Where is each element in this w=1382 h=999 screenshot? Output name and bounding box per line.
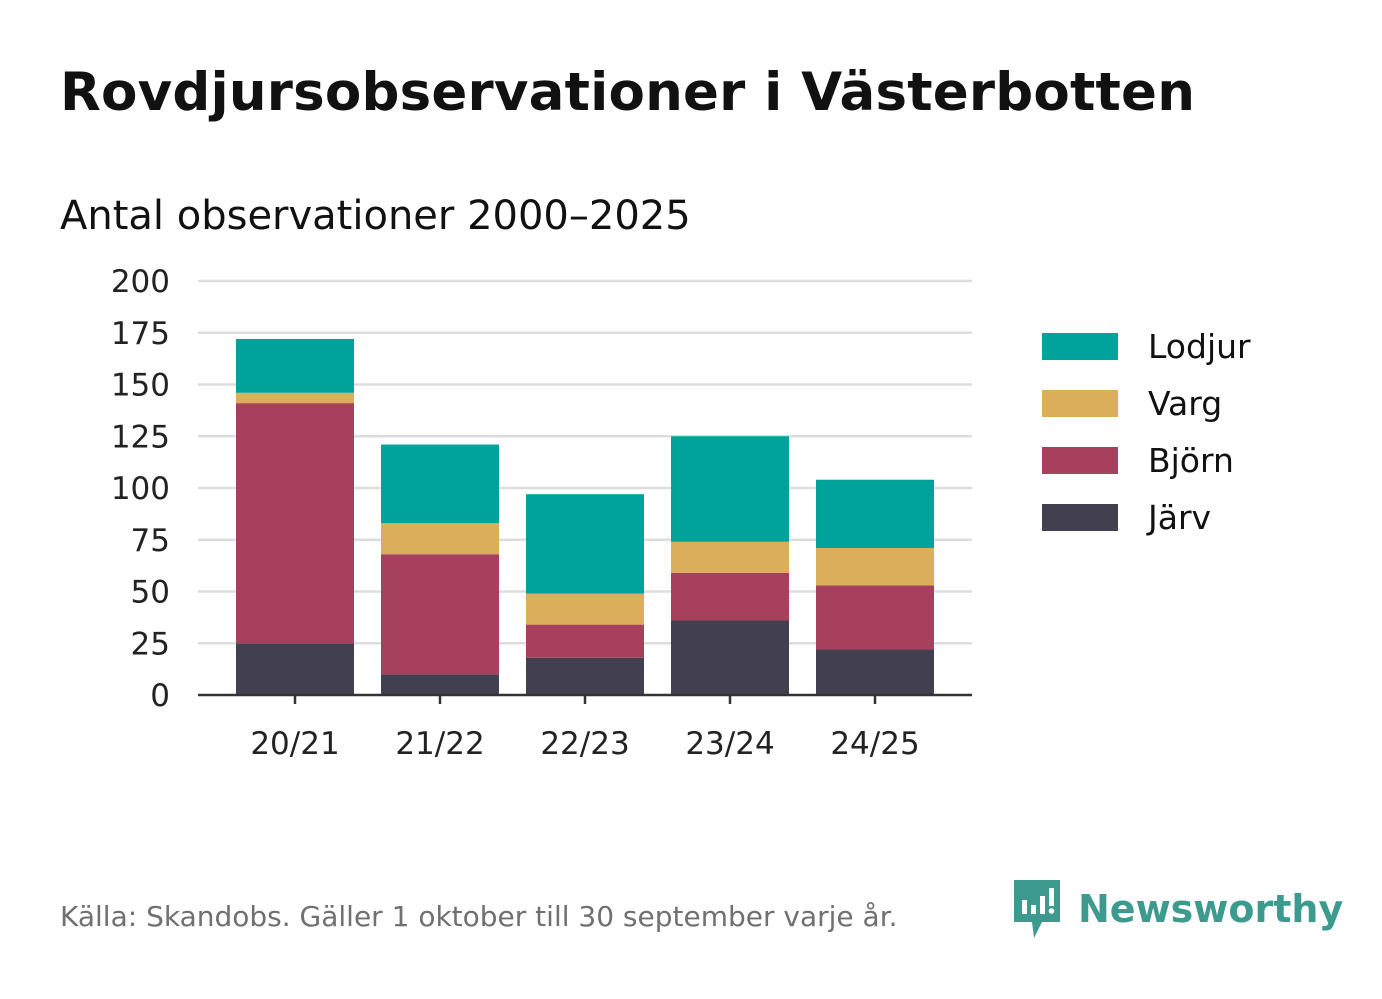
legend-label: Järv xyxy=(1148,498,1212,537)
bar-segment-lodjur xyxy=(671,436,789,542)
legend-item-lodjur: Lodjur xyxy=(1042,318,1251,375)
chart-subtitle: Antal observationer 2000–2025 xyxy=(60,193,691,239)
bar-segment-lodjur xyxy=(381,444,499,524)
bar-segment-björn xyxy=(381,554,499,675)
legend-swatch xyxy=(1042,390,1118,417)
y-tick-label: 200 xyxy=(111,264,170,300)
bar-segment-varg xyxy=(236,392,354,404)
bar-segment-björn xyxy=(816,585,934,650)
legend-item-varg: Varg xyxy=(1042,375,1251,432)
y-tick-label: 100 xyxy=(111,471,170,507)
legend-swatch xyxy=(1042,504,1118,531)
y-tick-label: 75 xyxy=(131,523,170,559)
x-tick-label: 24/25 xyxy=(830,726,919,762)
legend-item-björn: Björn xyxy=(1042,432,1251,489)
y-axis-ticks: 0 25 50 75 100 125 150 175 200 xyxy=(111,264,170,714)
y-tick-label: 25 xyxy=(131,626,170,662)
y-tick-label: 50 xyxy=(131,575,170,611)
bar-segment-varg xyxy=(381,523,499,555)
legend-item-järv: Järv xyxy=(1042,489,1251,546)
x-tick-label: 22/23 xyxy=(540,726,629,762)
bar-segment-varg xyxy=(526,593,644,625)
bar-segment-lodjur xyxy=(526,494,644,594)
bar-segment-järv xyxy=(526,657,644,695)
source-note: Källa: Skandobs. Gäller 1 oktober till 3… xyxy=(60,900,898,933)
x-tick-label: 20/21 xyxy=(250,726,339,762)
bar-segment-lodjur xyxy=(236,338,354,393)
bars xyxy=(236,338,934,695)
x-axis-ticks: 20/21 21/22 22/23 23/24 24/25 xyxy=(250,695,920,762)
bar-segment-varg xyxy=(671,541,789,573)
brand-logo: Newsworthy xyxy=(1012,878,1343,940)
newsworthy-logo-icon xyxy=(1014,880,1060,938)
legend-swatch xyxy=(1042,333,1118,360)
x-tick-label: 21/22 xyxy=(395,726,484,762)
bar-segment-järv xyxy=(236,643,354,695)
bar-segment-björn xyxy=(671,572,789,621)
legend-label: Björn xyxy=(1148,441,1234,480)
chart-title: Rovdjursobservationer i Västerbotten xyxy=(60,62,1196,123)
bar-segment-björn xyxy=(236,403,354,644)
bar-segment-järv xyxy=(671,620,789,695)
y-tick-label: 175 xyxy=(111,316,170,352)
y-tick-label: 150 xyxy=(111,368,170,404)
brand-name: Newsworthy xyxy=(1078,887,1344,931)
bar-segment-järv xyxy=(816,649,934,695)
y-tick-label: 0 xyxy=(150,678,170,714)
legend-label: Lodjur xyxy=(1148,327,1251,366)
x-tick-label: 23/24 xyxy=(685,726,774,762)
legend: Lodjur Varg Björn Järv xyxy=(1042,318,1251,546)
bar-segment-järv xyxy=(381,674,499,695)
y-tick-label: 125 xyxy=(111,419,170,455)
legend-swatch xyxy=(1042,447,1118,474)
bar-segment-björn xyxy=(526,624,644,658)
bar-segment-varg xyxy=(816,548,934,586)
legend-label: Varg xyxy=(1148,384,1223,423)
bar-segment-lodjur xyxy=(816,479,934,549)
